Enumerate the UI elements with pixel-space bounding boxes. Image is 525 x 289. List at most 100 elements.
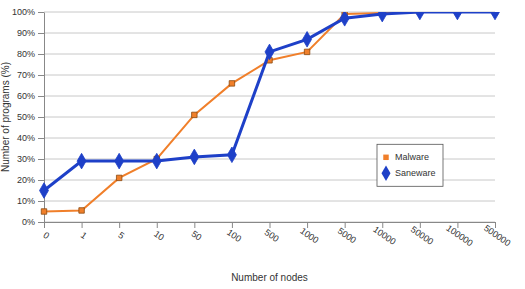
tick-label: 70% [17, 70, 35, 80]
tick: 30% [17, 154, 44, 164]
tick-label: 500 [263, 227, 281, 244]
tick-label: 50 [190, 229, 204, 243]
tick: 10% [17, 196, 44, 206]
tick-label: 10% [17, 196, 35, 206]
tick: 10000 [371, 222, 397, 247]
tick: 1 [79, 222, 89, 241]
legend-label: Malware [395, 152, 429, 162]
tick: 100000 [444, 222, 474, 248]
tick-mark [38, 12, 44, 13]
marker [265, 44, 274, 60]
tick-mark [38, 180, 44, 181]
tick-mark [38, 159, 44, 160]
tick: 500 [263, 222, 281, 244]
tick: 50% [17, 112, 44, 122]
tick: 5 [116, 222, 126, 241]
tick: 500000 [482, 222, 512, 248]
tick-label: 1 [79, 230, 89, 241]
grid-line [44, 117, 495, 118]
marker [190, 149, 199, 165]
marker [227, 147, 236, 163]
legend-label: Saneware [395, 168, 436, 178]
tick: 80% [17, 49, 44, 59]
tick-mark [38, 96, 44, 97]
chart: 0% 10% 20% 30% 40% 50% 60% 70% 80% 90% 100% 0 1 5 10 50… [0, 0, 525, 289]
tick: 0 [41, 222, 51, 241]
marker [116, 175, 121, 180]
tick-label: 40% [17, 133, 35, 143]
marker [152, 153, 161, 169]
grid-line [44, 96, 495, 97]
legend: Malware Saneware [377, 144, 443, 186]
tick-label: 50% [17, 112, 35, 122]
tick: 40% [17, 133, 44, 143]
marks [40, 12, 500, 214]
tick-label: 500000 [482, 223, 512, 248]
tick-label: 50000 [409, 224, 435, 247]
tick: 60% [17, 91, 44, 101]
grid-line [44, 201, 495, 202]
tick-label: 100000 [444, 223, 474, 248]
legend-marker [382, 166, 391, 182]
tick-mark [38, 138, 44, 139]
tick: 70% [17, 70, 44, 80]
tick-mark [119, 222, 120, 228]
x-axis-title: Number of nodes [231, 272, 308, 283]
marker [79, 208, 84, 213]
tick-mark [38, 222, 44, 223]
tick-label: 1000 [298, 226, 320, 246]
tick-label: 100 [225, 227, 243, 244]
grid-line [44, 33, 495, 34]
tick-mark [38, 75, 44, 76]
tick: 10 [152, 222, 166, 243]
tick: 20% [17, 175, 44, 185]
tick-mark [38, 117, 44, 118]
tick-label: 60% [17, 91, 35, 101]
grid-line [44, 138, 495, 139]
legend-marker [383, 155, 388, 160]
tick-label: 30% [17, 154, 35, 164]
marker [115, 153, 124, 169]
marker [304, 49, 309, 54]
marker [192, 112, 197, 117]
tick: 0% [22, 217, 44, 227]
grid-line [44, 75, 495, 76]
y-axis: 0% 10% 20% 30% 40% 50% 60% 70% 80% 90% 100% [12, 7, 45, 227]
tick-label: 20% [17, 175, 35, 185]
tick-label: 5000 [336, 226, 358, 246]
tick-mark [38, 54, 44, 55]
tick-label: 10 [152, 229, 166, 243]
y-axis-title: Number of programs (%) [0, 62, 11, 172]
tick: 90% [17, 28, 44, 38]
marker [41, 209, 46, 214]
tick: 50000 [409, 222, 435, 247]
marker [340, 12, 349, 26]
tick: 5000 [336, 222, 358, 245]
tick: 1000 [298, 222, 320, 245]
marker [491, 12, 500, 20]
tick-label: 0% [22, 217, 35, 227]
tick: 100% [12, 7, 44, 17]
tick-label: 90% [17, 28, 35, 38]
tick-mark [44, 222, 45, 228]
tick-label: 100% [12, 7, 35, 17]
tick-mark [194, 222, 195, 228]
tick-mark [82, 222, 83, 228]
tick-label: 0 [41, 230, 51, 241]
marker [303, 32, 312, 48]
tick: 100 [225, 222, 243, 244]
marker [40, 183, 49, 199]
tick-label: 5 [116, 230, 126, 241]
tick-mark [38, 201, 44, 202]
series-line [44, 12, 495, 191]
marker [77, 153, 86, 169]
tick-mark [157, 222, 158, 228]
marker [415, 12, 424, 20]
tick: 50 [190, 222, 204, 243]
tick-mark [38, 33, 44, 34]
grid [44, 12, 495, 222]
marker [453, 12, 462, 20]
plot: 0% 10% 20% 30% 40% 50% 60% 70% 80% 90% 100% 0 1 5 10 50… [12, 4, 512, 248]
x-axis: 0 1 5 10 50 100 500 1000 5000 10000 50000 100000 500… [41, 222, 512, 248]
series-line [44, 12, 495, 212]
